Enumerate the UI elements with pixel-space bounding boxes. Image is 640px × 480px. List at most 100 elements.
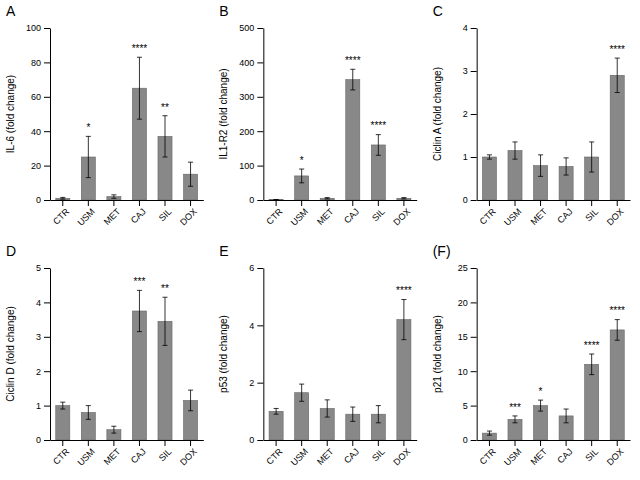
x-tick-mark [276,200,277,206]
x-tick-mark [403,440,404,446]
y-tick: 20 [31,161,50,171]
x-axis-line [477,440,630,441]
significance-label: *** [134,276,146,287]
error-bar [487,431,492,435]
x-tick-label: USM [76,206,97,227]
x-tick-mark [113,440,114,446]
x-tick: USM [502,440,523,468]
y-tick-label: 2 [36,367,41,377]
y-tick: 100 [26,23,50,33]
x-tick-label: SIL [157,446,174,463]
significance-label: ** [161,102,169,113]
y-tick-label: 0 [249,435,254,445]
x-tick: CTR [478,200,499,227]
y-tick: 400 [239,58,263,68]
y-axis: 012345 [36,263,51,445]
x-tick: DOX [178,440,199,467]
x-tick-label: CTR [264,206,285,227]
y-axis-title: p21 (fold change) [432,315,443,393]
x-tick-label: MET [315,446,336,467]
y-tick-label: 2 [249,378,254,388]
y-tick-label: 2 [463,109,468,119]
x-tick-label: DOX [391,206,412,227]
y-tick-label: 25 [458,263,468,273]
y-tick-label: 500 [239,23,254,33]
x-tick-mark [352,200,353,206]
significance-label: **** [609,305,625,316]
y-tick: 0 [463,195,477,205]
significance-label: * [86,122,90,133]
y-tick-label: 3 [36,332,41,342]
x-tick: CTR [264,200,285,227]
error-bar [86,136,91,177]
annotations: ********* [300,55,387,166]
y-tick: 10 [458,367,477,377]
bar [610,75,624,200]
plot-area: 0510152025CTRUSMMETCAJSILDOX************… [432,263,631,467]
y-tick-mark [44,406,50,407]
x-tick-mark [403,200,404,206]
x-tick-label: USM [76,446,97,467]
annotations: ************ [509,305,625,412]
x-axis-line [51,200,204,201]
y-axis-title: Ciclin D (fold change) [5,306,16,402]
y-axis: 020406080100 [26,23,51,205]
x-tick-label: DOX [605,206,626,227]
y-tick-mark [257,131,263,132]
bar [482,157,496,200]
panel-label: C [433,3,443,19]
y-tick: 1 [36,401,50,411]
marks [56,290,198,440]
y-tick: 3 [463,66,477,76]
y-axis-line [477,29,478,201]
bar [269,411,283,440]
y-axis-line [477,269,478,441]
y-tick: 0 [249,195,263,205]
x-tick-mark [378,200,379,206]
x-tick-mark [617,440,618,446]
x-tick-mark [378,440,379,446]
y-tick-mark [257,383,263,384]
x-tick-label: CAJ [342,206,361,225]
y-tick-mark [44,268,50,269]
marks [482,320,624,440]
y-tick-mark [257,200,263,201]
x-tick-mark [190,440,191,446]
y-tick-mark [257,28,263,29]
x-axis: CTRUSMMETCAJSILDOX [51,200,204,228]
error-bar [137,290,142,331]
x-tick-label: DOX [605,446,626,467]
x-tick-label: CTR [51,206,72,227]
bar [320,198,334,200]
x-axis: CTRUSMMETCAJSILDOX [264,440,417,468]
y-tick-label: 0 [36,195,41,205]
x-tick: SIL [583,200,600,223]
x-tick-mark [88,440,89,446]
error-bar [401,300,406,340]
y-tick: 25 [458,263,477,273]
x-tick-label: DOX [178,206,199,227]
y-tick-mark [471,114,477,115]
x-tick: USM [502,200,523,228]
x-tick-mark [113,200,114,206]
marks [269,69,411,200]
y-axis-line [50,269,51,441]
y-tick-label: 0 [463,435,468,445]
significance-label: ** [161,283,169,294]
error-bar [512,142,517,159]
y-tick-mark [44,200,50,201]
y-tick-label: 20 [458,298,468,308]
y-tick-label: 6 [249,263,254,273]
y-tick-label: 10 [458,367,468,377]
x-tick: DOX [391,200,412,227]
x-tick: DOX [605,200,626,227]
y-tick-mark [44,440,50,441]
x-tick: CTR [51,440,72,467]
significance-label: **** [609,44,625,55]
y-tick: 200 [239,127,263,137]
x-tick-mark [617,200,618,206]
x-tick-mark [139,200,140,206]
y-tick: 0 [36,195,50,205]
marks [56,57,198,200]
y-tick-label: 4 [463,23,468,33]
